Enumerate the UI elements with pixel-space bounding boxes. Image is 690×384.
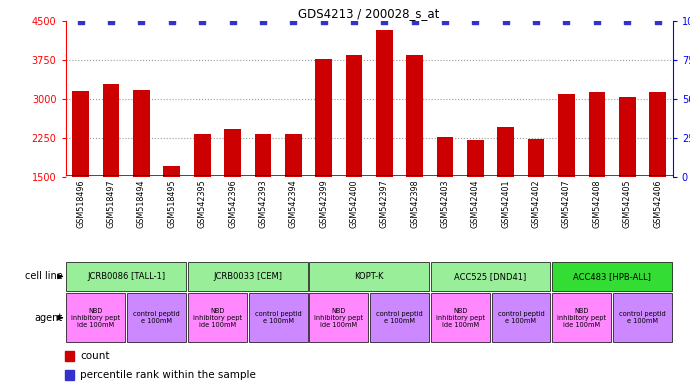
Point <box>288 18 299 24</box>
Point <box>591 18 602 24</box>
Text: GSM518494: GSM518494 <box>137 179 146 228</box>
Bar <box>133 89 150 254</box>
Text: GSM542407: GSM542407 <box>562 179 571 228</box>
Text: GSM542396: GSM542396 <box>228 179 237 228</box>
Text: GSM542397: GSM542397 <box>380 179 389 228</box>
Point <box>166 18 177 24</box>
Point <box>440 18 451 24</box>
Bar <box>72 91 89 254</box>
Text: GSM542404: GSM542404 <box>471 179 480 228</box>
Bar <box>255 134 271 254</box>
Text: control peptid
e 100mM: control peptid e 100mM <box>619 311 666 324</box>
Bar <box>552 262 672 291</box>
Bar <box>285 134 302 254</box>
Text: percentile rank within the sample: percentile rank within the sample <box>80 370 256 380</box>
Bar <box>224 129 241 254</box>
Bar <box>66 293 126 342</box>
Text: cell line: cell line <box>25 271 63 281</box>
Point <box>561 18 572 24</box>
Text: GSM542395: GSM542395 <box>197 179 207 228</box>
Bar <box>619 97 635 254</box>
Text: GSM542393: GSM542393 <box>258 179 268 228</box>
Bar <box>309 293 368 342</box>
Bar <box>194 134 210 254</box>
Text: GSM542399: GSM542399 <box>319 179 328 228</box>
Text: agent: agent <box>34 313 63 323</box>
Point <box>227 18 238 24</box>
Point <box>470 18 481 24</box>
Point <box>409 18 420 24</box>
Point <box>75 18 86 24</box>
Bar <box>309 262 429 291</box>
Point <box>257 18 268 24</box>
Point <box>652 18 663 24</box>
Text: GSM542403: GSM542403 <box>440 179 450 228</box>
Text: control peptid
e 100mM: control peptid e 100mM <box>133 311 180 324</box>
Text: control peptid
e 100mM: control peptid e 100mM <box>497 311 544 324</box>
Point <box>379 18 390 24</box>
Bar <box>431 262 551 291</box>
Bar <box>431 293 490 342</box>
Point <box>622 18 633 24</box>
Bar <box>65 370 74 380</box>
Bar <box>188 293 247 342</box>
Bar <box>370 293 429 342</box>
Point <box>500 18 511 24</box>
Text: NBD
inhibitory pept
ide 100mM: NBD inhibitory pept ide 100mM <box>435 308 485 328</box>
Bar <box>613 293 672 342</box>
Bar <box>188 262 308 291</box>
Text: ACC525 [DND41]: ACC525 [DND41] <box>455 272 526 281</box>
Bar <box>589 92 605 254</box>
Point <box>106 18 117 24</box>
Point <box>136 18 147 24</box>
Text: control peptid
e 100mM: control peptid e 100mM <box>255 311 302 324</box>
Bar <box>248 293 308 342</box>
Point <box>348 18 359 24</box>
Bar <box>437 137 453 254</box>
Bar <box>127 293 186 342</box>
Text: control peptid
e 100mM: control peptid e 100mM <box>376 311 423 324</box>
Text: GSM542400: GSM542400 <box>349 179 359 228</box>
Text: GSM542405: GSM542405 <box>622 179 632 228</box>
Text: GSM542401: GSM542401 <box>501 179 511 228</box>
Bar <box>552 293 611 342</box>
Text: count: count <box>80 351 110 361</box>
Bar <box>66 262 186 291</box>
Bar <box>346 55 362 254</box>
Bar <box>497 127 514 254</box>
Point <box>318 18 329 24</box>
Text: GSM542402: GSM542402 <box>531 179 541 228</box>
Bar <box>467 141 484 254</box>
Text: NBD
inhibitory pept
ide 100mM: NBD inhibitory pept ide 100mM <box>193 308 242 328</box>
Bar <box>491 293 551 342</box>
Text: GSM542406: GSM542406 <box>653 179 662 228</box>
Bar <box>164 166 180 254</box>
Bar <box>649 92 666 254</box>
Bar <box>315 59 332 254</box>
Bar <box>406 55 423 254</box>
Title: GDS4213 / 200028_s_at: GDS4213 / 200028_s_at <box>299 7 440 20</box>
Bar <box>65 351 74 361</box>
Point <box>531 18 542 24</box>
Bar <box>528 139 544 254</box>
Text: GSM542394: GSM542394 <box>288 179 298 228</box>
Point <box>197 18 208 24</box>
Text: NBD
inhibitory pept
ide 100mM: NBD inhibitory pept ide 100mM <box>557 308 607 328</box>
Text: GSM518497: GSM518497 <box>106 179 116 228</box>
Text: JCRB0086 [TALL-1]: JCRB0086 [TALL-1] <box>87 272 166 281</box>
Text: GSM542398: GSM542398 <box>410 179 420 228</box>
Bar <box>376 30 393 254</box>
Bar <box>558 94 575 254</box>
Bar <box>103 84 119 254</box>
Text: GSM542408: GSM542408 <box>592 179 602 228</box>
Text: GSM518496: GSM518496 <box>76 179 86 228</box>
Text: NBD
inhibitory pept
ide 100mM: NBD inhibitory pept ide 100mM <box>71 308 121 328</box>
Text: GSM518495: GSM518495 <box>167 179 177 228</box>
Text: KOPT-K: KOPT-K <box>355 272 384 281</box>
Text: ACC483 [HPB-ALL]: ACC483 [HPB-ALL] <box>573 272 651 281</box>
Text: NBD
inhibitory pept
ide 100mM: NBD inhibitory pept ide 100mM <box>314 308 364 328</box>
Text: JCRB0033 [CEM]: JCRB0033 [CEM] <box>213 272 282 281</box>
